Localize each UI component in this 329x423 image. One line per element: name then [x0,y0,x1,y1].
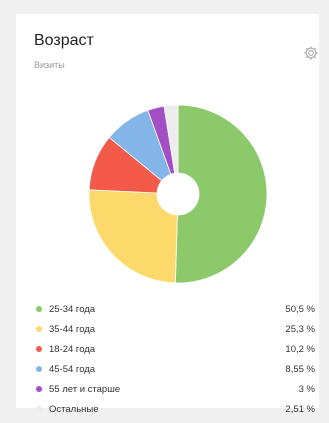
pie-slice[interactable] [89,190,177,283]
legend-value: 25,3 % [285,324,315,335]
age-widget: Возраст Визиты 25-34 года 50,5 % 35-44 год… [16,14,319,408]
legend-label: 55 лет и старше [49,384,299,395]
legend-value: 2,51 % [285,404,315,415]
legend-label: 45-54 года [49,364,285,375]
legend-item[interactable]: 25-34 года 50,5 % [36,299,315,319]
age-donut-chart [88,104,268,284]
legend-item[interactable]: 55 лет и старше 3 % [36,379,315,399]
pie-slice[interactable] [175,105,267,283]
gear-icon[interactable] [303,45,319,61]
legend-value: 8,55 % [285,364,315,375]
legend-item[interactable]: 35-44 года 25,3 % [36,319,315,339]
widget-title: Возраст [34,32,94,50]
legend-item[interactable]: Остальные 2,51 % [36,399,315,419]
legend-color-dot [36,346,42,352]
widget-subtitle: Визиты [34,60,65,70]
legend-color-dot [36,306,42,312]
legend-label: 18-24 года [49,344,285,355]
legend-color-dot [36,366,42,372]
chart-legend: 25-34 года 50,5 % 35-44 года 25,3 % 18-24 го… [36,299,315,419]
legend-label: 25-34 года [49,304,285,315]
legend-value: 3 % [299,384,315,395]
legend-label: Остальные [49,404,285,415]
legend-value: 50,5 % [285,304,315,315]
legend-color-dot [36,406,42,412]
legend-label: 35-44 года [49,324,285,335]
legend-color-dot [36,326,42,332]
legend-color-dot [36,386,42,392]
legend-item[interactable]: 45-54 года 8,55 % [36,359,315,379]
legend-item[interactable]: 18-24 года 10,2 % [36,339,315,359]
legend-value: 10,2 % [285,344,315,355]
